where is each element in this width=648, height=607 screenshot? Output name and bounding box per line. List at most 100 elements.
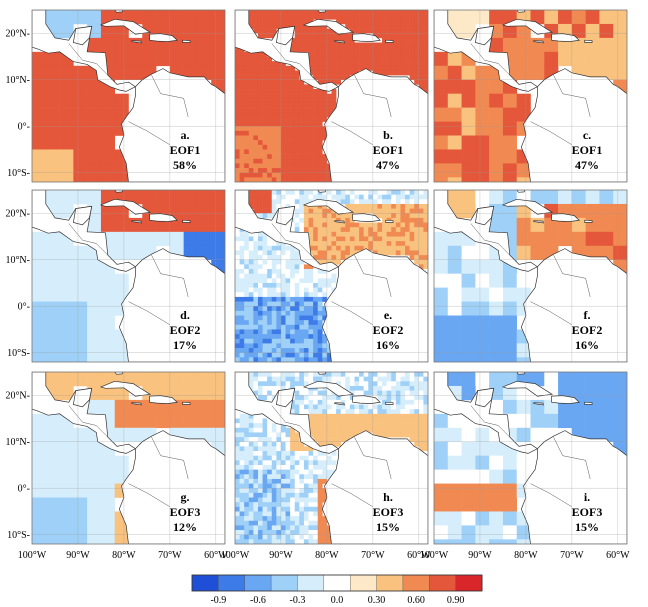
panel-variance: 15% xyxy=(376,520,400,534)
lon-tick-label: 90°W xyxy=(468,550,492,561)
colorbar-label: -0.6 xyxy=(250,595,266,606)
landmass xyxy=(533,220,544,224)
landmass xyxy=(520,430,627,544)
panels-layer: a.EOF158%b.EOF147%c.EOF147%d.EOF217%e.EO… xyxy=(31,9,628,545)
landmass xyxy=(385,39,394,43)
panel-variance: 58% xyxy=(173,158,197,172)
landmass xyxy=(584,39,593,43)
colorbar-label: 0.60 xyxy=(407,595,425,606)
landmass xyxy=(516,10,526,13)
lon-tick-label: 80°W xyxy=(514,550,538,561)
colorbar-label: 0.30 xyxy=(368,595,386,606)
colorbar-label: -0.3 xyxy=(290,595,306,606)
colorbar-swatch xyxy=(270,574,298,592)
lon-tick-label: 100°W xyxy=(420,550,449,561)
panel-mode: EOF3 xyxy=(572,505,603,519)
axis-ticks: 20°N- 10°N- 0°- 10°S- 20°N- 10°N- 0°- 10°S- 20°N… xyxy=(5,29,630,561)
landmass xyxy=(520,248,627,362)
panel-mode: EOF1 xyxy=(373,143,404,157)
colorbar-swatch xyxy=(218,574,246,592)
landmass xyxy=(352,213,381,222)
landmass xyxy=(118,248,225,362)
panel-variance: 16% xyxy=(575,338,599,352)
landmass xyxy=(118,68,225,182)
lat-tick-label: 10°S- xyxy=(7,530,30,541)
landmass xyxy=(551,395,580,404)
landmass xyxy=(317,372,327,375)
colorbar-swatch xyxy=(376,574,404,592)
panel-variance: 47% xyxy=(376,158,400,172)
panel-letter: g. xyxy=(181,490,190,504)
panel-mode: EOF1 xyxy=(572,143,603,157)
lat-tick-label: 0°- xyxy=(18,122,30,133)
lat-tick-label: 10°N- xyxy=(5,75,30,86)
landmass xyxy=(317,190,327,193)
colorbar-label: 0.0 xyxy=(331,595,344,606)
lon-tick-label: 60°W xyxy=(204,550,228,561)
panel-letter: i. xyxy=(584,490,590,504)
lat-tick-label: 10°N- xyxy=(5,437,30,448)
panel-variance: 17% xyxy=(173,338,197,352)
colorbar-label: 0.90 xyxy=(447,595,465,606)
landmass xyxy=(551,213,580,222)
landmass xyxy=(182,39,191,43)
landmass xyxy=(533,402,544,406)
colorbar-swatch xyxy=(402,574,430,592)
lon-tick-label: 100°W xyxy=(221,550,250,561)
colorbar-swatch xyxy=(323,574,351,592)
panel-letter: d. xyxy=(180,308,190,322)
landmass xyxy=(114,10,124,13)
colorbar-swatch xyxy=(455,574,483,592)
lon-tick-label: 70°W xyxy=(158,550,182,561)
panel-mode: EOF2 xyxy=(170,323,201,337)
colorbar-swatch xyxy=(429,574,457,592)
panel-variance: 15% xyxy=(575,520,599,534)
panel-mode: EOF3 xyxy=(373,505,404,519)
landmass xyxy=(149,213,178,222)
landmass xyxy=(352,33,381,42)
lon-tick-label: 90°W xyxy=(269,550,293,561)
landmass xyxy=(533,40,544,44)
panel-letter: b. xyxy=(383,128,393,142)
landmass xyxy=(118,430,225,544)
lon-tick-label: 60°W xyxy=(407,550,431,561)
panel-mode: EOF2 xyxy=(572,323,603,337)
colorbar-swatch xyxy=(191,574,219,592)
colorbar: -0.9 -0.6 -0.3 0.0 0.30 0.60 0.90 xyxy=(191,574,483,606)
landmass xyxy=(149,33,178,42)
landmass xyxy=(131,402,142,406)
landmass xyxy=(385,219,394,223)
panel-mode: EOF3 xyxy=(170,505,201,519)
panel-letter: f. xyxy=(584,308,591,322)
landmass xyxy=(131,220,142,224)
landmass xyxy=(321,68,428,182)
landmass xyxy=(520,68,627,182)
landmass xyxy=(352,395,381,404)
landmass xyxy=(182,219,191,223)
panel-mode: EOF1 xyxy=(170,143,201,157)
landmass xyxy=(516,190,526,193)
colorbar-swatch xyxy=(297,574,325,592)
panel-letter: c. xyxy=(583,128,591,142)
lat-tick-label: 10°S- xyxy=(7,348,30,359)
lat-tick-label: 0°- xyxy=(18,484,30,495)
panel-variance: 12% xyxy=(173,520,197,534)
landmass xyxy=(131,40,142,44)
landmass xyxy=(584,401,593,405)
landmass xyxy=(584,219,593,223)
landmass xyxy=(317,10,327,13)
panel-variance: 47% xyxy=(575,158,599,172)
landmass xyxy=(149,395,178,404)
